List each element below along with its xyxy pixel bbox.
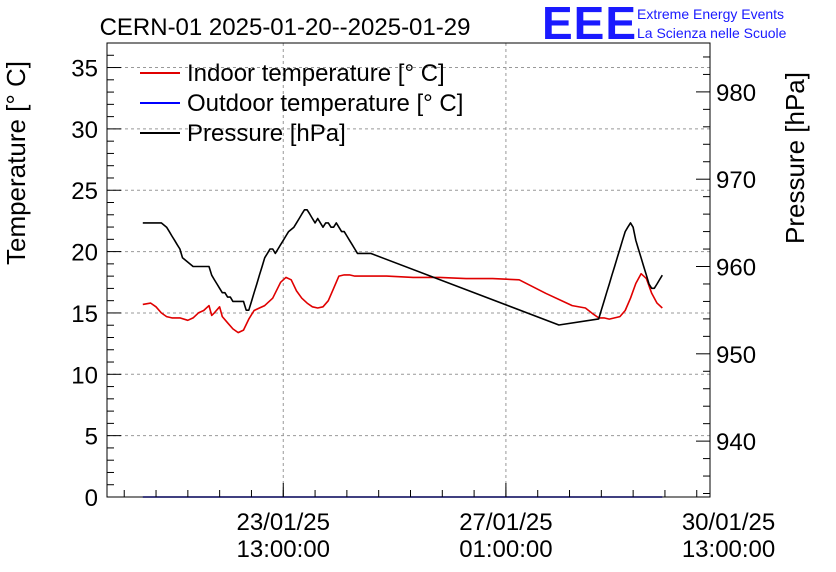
y-right-tick-label: 940	[716, 429, 756, 456]
x-tick-label-time: 13:00:00	[237, 536, 330, 563]
chart-title: CERN-01 2025-01-20--2025-01-29	[100, 14, 471, 41]
y-right-tick-label: 970	[716, 167, 756, 194]
y-axis-left-label: Temperature [° C]	[1, 61, 31, 265]
y-right-tick-label: 960	[716, 255, 756, 282]
y-left-tick-label: 10	[71, 362, 98, 389]
y-left-tick-label: 30	[71, 117, 98, 144]
logo-text-line2: La Scienza nelle Scuole	[637, 25, 787, 41]
x-tick-label-date: 23/01/25	[237, 509, 330, 536]
x-tick-label-time: 01:00:00	[459, 536, 552, 563]
y-left-tick-label: 0	[85, 485, 98, 512]
legend: Indoor temperature [° C] Outdoor temperat…	[140, 60, 463, 147]
gridlines	[107, 43, 710, 497]
y-left-tick-label: 5	[85, 424, 98, 451]
y-left-tick-label: 25	[71, 178, 98, 205]
axes: 0510152025303594095096097098023/01/2513:…	[71, 54, 775, 563]
legend-label-2: Pressure [hPa]	[187, 120, 346, 147]
y-left-tick-label: 35	[71, 56, 98, 83]
x-tick-label-date: 27/01/25	[459, 509, 552, 536]
eee-logo-mark: EEE	[542, 0, 638, 49]
plot-frame	[106, 42, 711, 498]
y-left-tick-label: 20	[71, 240, 98, 267]
legend-label-0: Indoor temperature [° C]	[187, 60, 445, 87]
legend-label-1: Outdoor temperature [° C]	[187, 90, 463, 117]
y-right-tick-label: 980	[716, 80, 756, 107]
logo-text-line1: Extreme Energy Events	[637, 6, 785, 22]
y-right-tick-label: 950	[716, 342, 756, 369]
y-axis-right-label: Pressure [hPa]	[780, 72, 810, 244]
series-layer	[142, 209, 663, 498]
y-left-tick-label: 15	[71, 301, 98, 328]
x-tick-label-date: 30/01/25	[682, 509, 775, 536]
x-tick-label-time: 13:00:00	[682, 536, 775, 563]
series-line-2	[142, 209, 663, 326]
series-line-0	[142, 272, 663, 334]
eee-logo: EEE Extreme Energy Events La Scienza nel…	[542, 0, 832, 49]
